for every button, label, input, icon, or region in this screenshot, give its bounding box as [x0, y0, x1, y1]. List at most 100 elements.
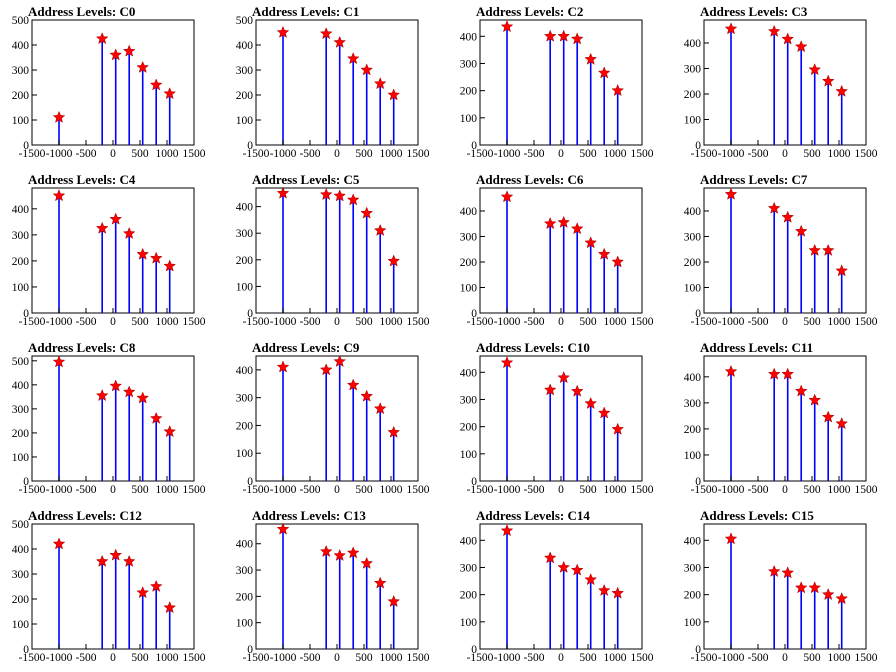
star-marker: [724, 22, 738, 35]
star-marker: [122, 226, 136, 239]
x-tick-label: -500: [75, 484, 96, 496]
x-tick-label: 1500: [631, 316, 654, 328]
y-tick-label: 300: [236, 393, 254, 405]
y-tick-label: 100: [460, 113, 478, 125]
y-tick-label: 200: [236, 591, 254, 603]
x-tick-label: 500: [355, 316, 373, 328]
star-marker: [781, 210, 795, 223]
y-tick-label: 300: [460, 58, 478, 70]
y-tick-label: 500: [12, 356, 30, 368]
y-tick-label: 100: [236, 115, 254, 127]
star-marker: [387, 254, 401, 267]
star-marker: [95, 221, 109, 234]
x-tick-label: -1000: [494, 316, 521, 328]
x-tick-label: 1500: [407, 484, 430, 496]
chart-svg: Address Levels: C3 0 100 200 300 400 -1500 -100…: [684, 4, 878, 160]
x-tick-label: 1500: [407, 652, 430, 664]
star-marker: [52, 189, 66, 202]
y-tick-label: 200: [236, 255, 254, 267]
star-marker: [333, 189, 347, 202]
y-tick-label: 0: [695, 308, 701, 320]
x-tick-label: 500: [131, 148, 149, 160]
x-tick-label: 1000: [156, 484, 179, 496]
star-marker: [808, 393, 822, 406]
x-tick-label: 1500: [631, 484, 654, 496]
star-marker: [333, 548, 347, 561]
star-marker: [276, 25, 290, 38]
star-marker: [373, 223, 387, 236]
y-tick-label: 0: [471, 644, 477, 656]
star-marker: [794, 581, 808, 594]
y-tick-label: 400: [460, 206, 478, 218]
x-tick-label: 500: [355, 484, 373, 496]
y-tick-label: 400: [684, 535, 702, 547]
star-marker: [767, 564, 781, 577]
x-tick-label: -1500: [19, 652, 46, 664]
star-marker: [373, 77, 387, 90]
star-marker: [794, 384, 808, 397]
y-tick-label: 200: [236, 90, 254, 102]
x-tick-label: -1500: [467, 316, 494, 328]
x-tick-label: -500: [299, 652, 320, 664]
y-tick-label: 200: [684, 257, 702, 269]
star-marker: [570, 222, 584, 235]
star-marker: [149, 78, 163, 91]
y-tick-label: 0: [23, 140, 29, 152]
x-tick-label: 1500: [407, 148, 430, 160]
x-tick-label: -500: [75, 316, 96, 328]
x-tick-label: 0: [334, 652, 340, 664]
chart-title: Address Levels: C8: [28, 340, 136, 355]
x-tick-label: 1000: [380, 316, 403, 328]
y-tick-label: 100: [684, 617, 702, 629]
y-tick-label: 300: [236, 565, 254, 577]
star-marker: [835, 592, 849, 605]
y-tick-label: 300: [236, 228, 254, 240]
star-marker: [543, 29, 557, 42]
chart-svg: Address Levels: C5 0 100 200 300 400 -1500 -100…: [236, 172, 430, 328]
y-tick-label: 200: [12, 90, 30, 102]
chart-svg: Address Levels: C9 0 100 200 300 400 -1500 -100…: [236, 340, 430, 496]
y-tick-label: 300: [12, 230, 30, 242]
y-tick-label: 0: [471, 308, 477, 320]
y-tick-label: 400: [12, 40, 30, 52]
y-tick-label: 100: [236, 618, 254, 630]
y-tick-label: 300: [460, 562, 478, 574]
y-tick-label: 100: [236, 448, 254, 460]
star-marker: [136, 391, 150, 404]
star-marker: [360, 389, 374, 402]
star-marker: [346, 52, 360, 65]
x-tick-label: 1500: [183, 148, 206, 160]
star-marker: [597, 66, 611, 79]
y-tick-label: 500: [236, 15, 254, 27]
x-tick-label: -1000: [270, 484, 297, 496]
y-tick-label: 300: [12, 569, 30, 581]
chart-title: Address Levels: C6: [476, 172, 584, 187]
star-marker: [149, 251, 163, 264]
star-marker: [500, 356, 514, 369]
x-tick-label: 0: [334, 316, 340, 328]
x-tick-label: 1000: [828, 484, 851, 496]
y-tick-label: 200: [684, 89, 702, 101]
y-tick-label: 200: [460, 590, 478, 602]
star-marker: [781, 367, 795, 380]
y-tick-label: 500: [12, 519, 30, 531]
x-tick-label: -1500: [243, 652, 270, 664]
star-marker: [821, 243, 835, 256]
star-marker: [543, 551, 557, 564]
star-marker: [387, 425, 401, 438]
chart-panel: Address Levels: C14 0 100 200 300 400 -1500 -10…: [448, 504, 672, 672]
star-marker: [835, 84, 849, 97]
star-marker: [360, 206, 374, 219]
x-tick-label: 1000: [156, 316, 179, 328]
star-marker: [387, 88, 401, 101]
x-tick-label: 1500: [631, 652, 654, 664]
x-tick-label: 1000: [604, 148, 627, 160]
x-tick-label: 0: [782, 652, 788, 664]
chart-panel: Address Levels: C11 0 100 200 300 400 -1500 -10…: [672, 336, 896, 504]
chart-title: Address Levels: C1: [252, 4, 359, 19]
x-tick-label: 0: [782, 484, 788, 496]
y-tick-label: 0: [471, 140, 477, 152]
x-tick-label: 0: [110, 148, 116, 160]
x-tick-label: -1000: [46, 316, 73, 328]
y-tick-label: 300: [460, 394, 478, 406]
